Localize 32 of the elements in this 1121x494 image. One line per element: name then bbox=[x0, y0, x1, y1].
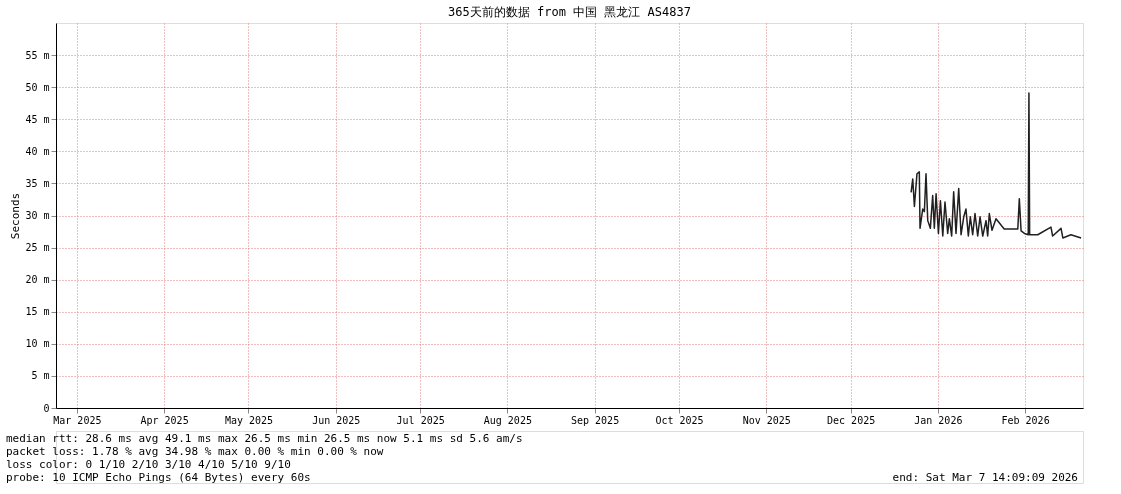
text: end: Sat Mar 7 14:09:09 2026 bbox=[892, 471, 1078, 484]
x-tick-label: Feb 2026 bbox=[1001, 414, 1050, 426]
y-tick-label: 0 bbox=[43, 402, 50, 414]
y-tick-label: 45 m bbox=[25, 113, 50, 125]
x-tick-label: Nov 2025 bbox=[742, 414, 791, 426]
y-tick-label: 15 m bbox=[25, 306, 50, 318]
x-tick-label: May 2025 bbox=[224, 414, 274, 426]
y-tick-label: 30 m bbox=[25, 210, 50, 221]
x-tick-label: Jan 2026 bbox=[914, 414, 963, 426]
y-tick-label: 20 m bbox=[25, 274, 50, 286]
x-tick-label: Aug 2025 bbox=[483, 414, 532, 426]
x-tick-label: Dec 2025 bbox=[827, 414, 876, 426]
line-series bbox=[910, 92, 1082, 239]
y-tick-label: 5 m bbox=[31, 370, 50, 382]
y-tick-label: 10 m bbox=[25, 338, 50, 350]
chart-title: 365天前的数据 from 中国 黑龙江 AS4837 bbox=[448, 5, 691, 19]
y-tick-label: 25 m bbox=[25, 242, 50, 254]
text: probe: 10 ICMP Echo Pings (64 Bytes) every 60s bbox=[6, 471, 311, 484]
y-tick-label: 40 m bbox=[25, 145, 50, 157]
x-tick-label: Jul 2025 bbox=[396, 414, 445, 426]
x-tick-label: Sep 2025 bbox=[570, 414, 620, 426]
y-axis-title: Seconds bbox=[9, 192, 23, 240]
y-tick-label: 55 m bbox=[25, 49, 50, 61]
text: loss color: 0 1/10 2/10 3/10 4/10 5/10 9/10 bbox=[6, 458, 291, 471]
text: packet loss: 1.78 % avg 34.98 % max 0.00 % min 0.00 % now bbox=[6, 445, 384, 458]
x-tick-label: Apr 2025 bbox=[140, 414, 189, 426]
y-tick-label: 50 m bbox=[25, 81, 50, 93]
text: median rtt: 28.6 ms avg 49.1 ms max 26.5 ms min 26.5 ms now 5.1 ms sd 5.6 am/s bbox=[6, 432, 523, 445]
y-tick-label: 35 m bbox=[25, 177, 50, 189]
x-tick-label: Oct 2025 bbox=[655, 414, 704, 426]
x-tick-label: Mar 2025 bbox=[53, 414, 102, 426]
x-tick-label: Jun 2025 bbox=[312, 414, 361, 426]
